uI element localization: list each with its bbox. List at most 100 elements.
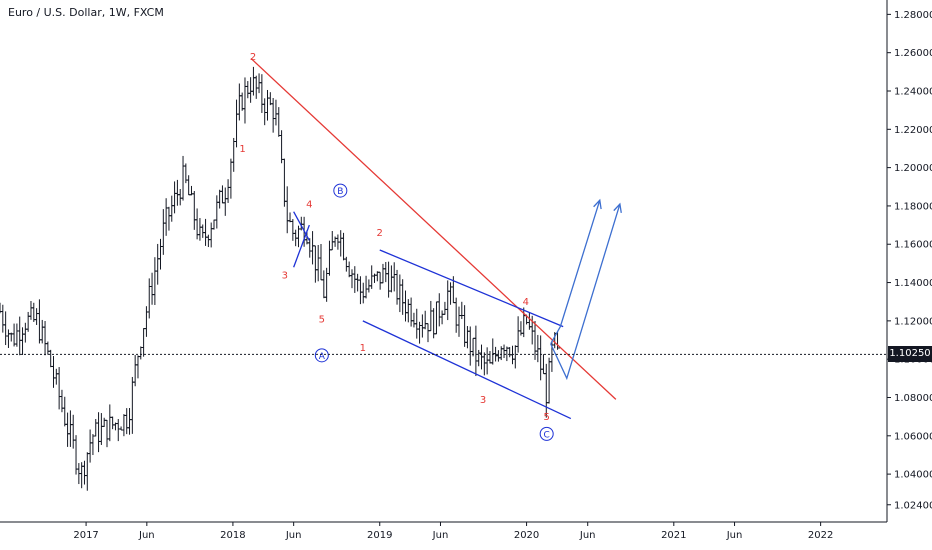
price-tick-label: 1.14000 bbox=[894, 278, 932, 289]
ohlc-bar bbox=[62, 396, 68, 427]
price-tick-label: 1.18000 bbox=[894, 201, 932, 212]
ohlc-bar bbox=[419, 314, 425, 338]
ohlc-bar bbox=[394, 269, 400, 305]
ohlc-bar bbox=[540, 354, 546, 375]
ohlc-bar bbox=[129, 376, 135, 434]
ohlc-bar bbox=[242, 77, 248, 124]
ohlc-bar bbox=[281, 158, 287, 207]
price-tick-label: 1.24000 bbox=[894, 86, 932, 97]
ohlc-bar bbox=[476, 349, 482, 367]
wave-label: 2 bbox=[377, 228, 383, 239]
price-tick-label: 1.08000 bbox=[894, 393, 932, 404]
ohlc-bar bbox=[81, 460, 87, 485]
ohlc-bar bbox=[110, 416, 116, 430]
ohlc-bar bbox=[329, 231, 335, 251]
ohlc-bar bbox=[59, 389, 65, 413]
ohlc-bar bbox=[186, 175, 192, 196]
ohlc-bar bbox=[445, 280, 451, 321]
ohlc-bar bbox=[380, 263, 386, 284]
ohlc-bar bbox=[262, 98, 268, 126]
ohlc-bar bbox=[422, 310, 428, 330]
ohlc-bar bbox=[265, 89, 271, 121]
ohlc-bar bbox=[124, 408, 130, 435]
ohlc-bar bbox=[495, 350, 501, 362]
ohlc-bar bbox=[51, 356, 57, 388]
ohlc-bar bbox=[166, 206, 172, 231]
time-axis[interactable]: 2017 Jun 2018 Jun 2019 Jun 2020 Jun 2021 Jun 2022 bbox=[73, 522, 833, 541]
ohlc-bar bbox=[349, 269, 355, 289]
ohlc-bar bbox=[217, 189, 223, 209]
ohlc-bar bbox=[402, 290, 408, 322]
price-tick-label: 1.28000 bbox=[894, 10, 932, 21]
ohlc-bar bbox=[155, 243, 161, 285]
ohlc-bar bbox=[98, 413, 104, 445]
ohlc-bar bbox=[222, 187, 228, 216]
ohlc-bar bbox=[48, 349, 54, 368]
time-tick-label: Jun bbox=[138, 530, 155, 541]
wave-label: 5 bbox=[543, 412, 549, 423]
price-axis[interactable]: 1.28000 1.26000 1.24000 1.22000 1.20000 1.180… bbox=[887, 10, 932, 511]
wave-label: 4 bbox=[523, 297, 529, 308]
ohlc-bar bbox=[355, 273, 361, 292]
ohlc-bar bbox=[276, 107, 282, 137]
ohlc-bar bbox=[377, 271, 383, 290]
ohlc-bar bbox=[543, 363, 549, 418]
wave-label: 3 bbox=[282, 270, 288, 281]
ohlc-bar bbox=[490, 338, 496, 365]
projection-2 bbox=[550, 203, 621, 381]
ohlc-bar bbox=[442, 301, 448, 315]
ohlc-bar bbox=[504, 346, 510, 362]
time-tick-label: 2019 bbox=[367, 530, 392, 541]
ohlc-bar bbox=[411, 312, 417, 328]
ohlc-bar bbox=[87, 429, 93, 463]
ohlc-bar bbox=[135, 355, 141, 379]
wave-label: 2 bbox=[250, 52, 256, 63]
wave-label-circle bbox=[539, 426, 554, 441]
ohlc-bar bbox=[408, 297, 414, 327]
wave-label: 4 bbox=[306, 200, 312, 211]
wave-label: 1 bbox=[360, 343, 366, 354]
ohlc-bar bbox=[267, 92, 273, 106]
time-tick-label: 2020 bbox=[514, 530, 539, 541]
ohlc-bar bbox=[219, 185, 225, 204]
ohlc-bar bbox=[56, 367, 62, 410]
ohlc-bar bbox=[284, 186, 290, 234]
ohlc-bar bbox=[363, 275, 369, 299]
chart-title: Euro / U.S. Dollar, 1W, FXCM bbox=[8, 6, 164, 19]
ohlc-bar bbox=[203, 218, 209, 246]
ohlc-bar bbox=[65, 412, 71, 447]
ohlc-bar bbox=[481, 352, 487, 376]
ohlc-bar bbox=[470, 337, 476, 357]
trend-overlays bbox=[250, 57, 622, 420]
price-tick-label: 1.16000 bbox=[894, 240, 932, 251]
ohlc-bar bbox=[456, 306, 462, 337]
ohlc-bar bbox=[236, 83, 242, 121]
ohlc-bar bbox=[259, 74, 265, 113]
ohlc-bar bbox=[34, 308, 40, 325]
ohlc-bar bbox=[158, 238, 164, 270]
ohlc-bar bbox=[501, 344, 507, 359]
ohlc-bar bbox=[107, 404, 113, 442]
time-tick-label: Jun bbox=[579, 530, 596, 541]
ohlc-bar bbox=[250, 66, 256, 96]
red-trendline bbox=[250, 57, 617, 400]
time-tick-label: Jun bbox=[285, 530, 302, 541]
ohlc-bar bbox=[160, 209, 166, 255]
ohlc-bar bbox=[245, 81, 251, 99]
ohlc-bar bbox=[228, 158, 234, 199]
wave-label-circle bbox=[333, 183, 348, 198]
ohlc-bar bbox=[473, 325, 479, 377]
ohlc-bar bbox=[321, 270, 327, 299]
ohlc-bar bbox=[391, 262, 397, 292]
projection-1 bbox=[550, 199, 601, 345]
projection-1-arrowhead bbox=[593, 198, 602, 210]
channel-lower bbox=[362, 320, 572, 420]
last-price-tag: 1.10250 bbox=[888, 346, 932, 363]
ohlc-bar bbox=[3, 311, 9, 346]
ohlc-bar bbox=[31, 302, 37, 322]
ohlc-bar bbox=[172, 181, 178, 214]
price-tick-label: 1.26000 bbox=[894, 48, 932, 59]
ohlc-bar bbox=[101, 417, 107, 427]
ohlc-bar bbox=[448, 282, 454, 305]
